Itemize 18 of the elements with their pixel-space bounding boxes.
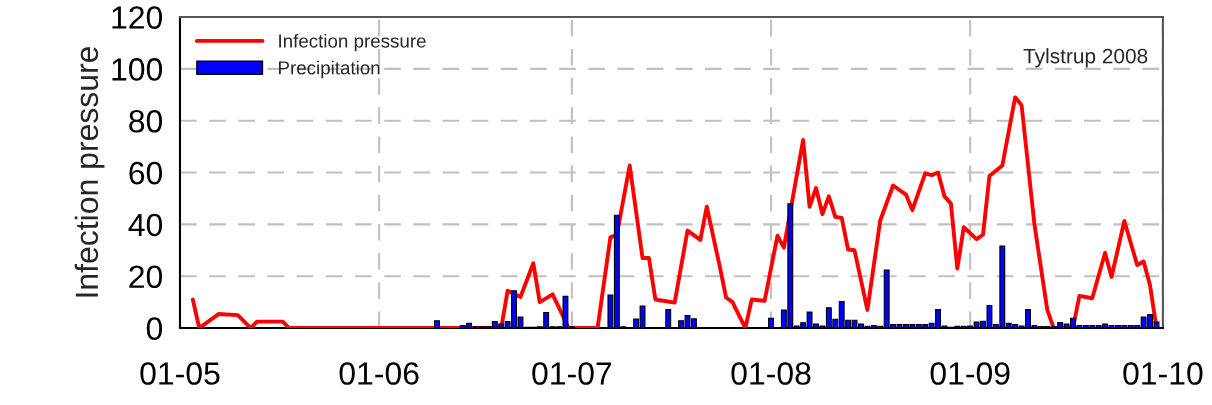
y-tick-label: 100 xyxy=(112,58,163,81)
x-tick-label: 01-07 xyxy=(532,362,612,385)
y-tick-label: 120 xyxy=(112,6,163,29)
y-tick-label: 20 xyxy=(129,265,163,289)
annotation: Tylstrup 2008 xyxy=(1023,48,1148,68)
y-tick-label: 40 xyxy=(128,213,163,237)
x-tick-label: 01-06 xyxy=(339,362,419,385)
y-tick-label: 60 xyxy=(129,161,163,185)
y-tick-label: 0 xyxy=(146,317,163,340)
legend-label: Precipitation xyxy=(279,60,380,79)
legend-label: Infection pressure xyxy=(279,33,426,52)
x-tick-label: 01-08 xyxy=(731,362,811,385)
y-axis-title: Infection pressure xyxy=(74,46,105,297)
y-tick-label: 80 xyxy=(129,109,163,133)
x-tick-label: 01-05 xyxy=(140,362,220,385)
x-tick-label: 01-10 xyxy=(1123,362,1203,385)
x-tick-label: 01-09 xyxy=(930,362,1010,385)
line-series xyxy=(190,95,1159,329)
